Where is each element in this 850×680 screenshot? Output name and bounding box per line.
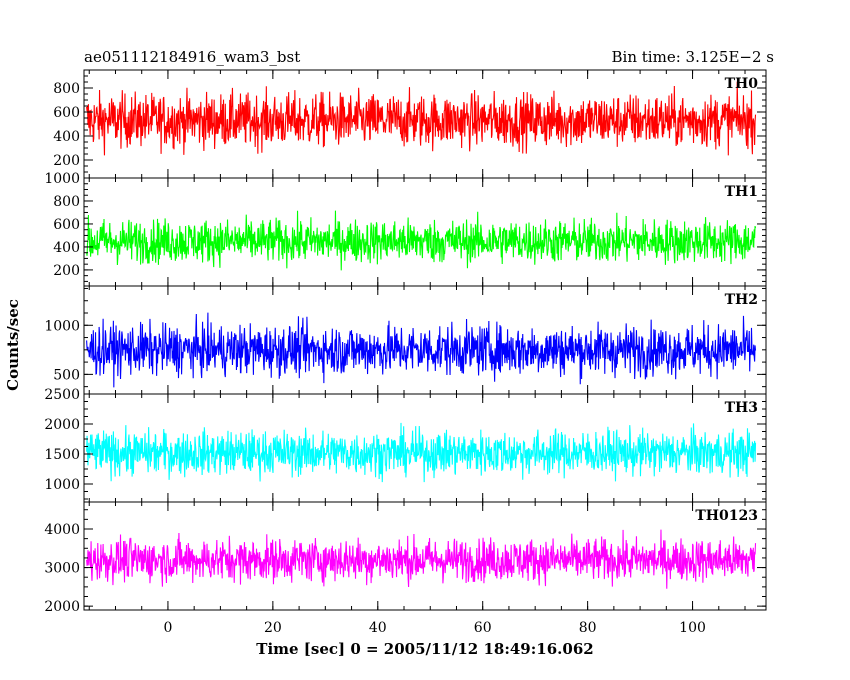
y-axis-label: Counts/sec xyxy=(4,299,22,391)
x-tick-label: 100 xyxy=(679,620,706,636)
panel-label-th1: TH1 xyxy=(725,184,758,200)
y-tick-label: 600 xyxy=(53,217,80,233)
series-line-th3 xyxy=(86,422,757,483)
panels-group: 200 400 600 800 TH0 200 400 600 800 1000 TH1 500 100… xyxy=(44,69,767,615)
panel-label-th2: TH2 xyxy=(725,292,758,308)
y-tick-label: 200 xyxy=(53,263,80,279)
y-tick-label: 1500 xyxy=(44,447,80,463)
x-tick-label: 80 xyxy=(579,620,597,636)
y-tick-label: 800 xyxy=(53,81,80,97)
panel-th0123: 2000 3000 4000 TH0123 xyxy=(44,501,767,615)
panel-label-th3: TH3 xyxy=(725,400,758,416)
series-line-th0 xyxy=(86,81,757,156)
panel-frame xyxy=(83,501,767,611)
y-tick-label: 2000 xyxy=(44,417,80,433)
series-line-th0123 xyxy=(86,529,757,589)
y-tick-label: 4000 xyxy=(44,522,80,538)
chart-title-right: Bin time: 3.125E−2 s xyxy=(612,48,774,66)
y-tick-label: 200 xyxy=(53,153,80,169)
y-tick-label: 1000 xyxy=(44,318,80,334)
x-axis-label: Time [sec] 0 = 2005/11/12 18:49:16.062 xyxy=(256,640,593,658)
x-tick-label: 40 xyxy=(369,620,387,636)
y-tick-label: 400 xyxy=(53,240,80,256)
y-tick-label: 500 xyxy=(53,367,80,383)
panel-th1: 200 400 600 800 1000 TH1 xyxy=(44,171,767,287)
panel-label-th0: TH0 xyxy=(725,76,759,92)
x-tick-label: 0 xyxy=(163,620,172,636)
y-tick-label: 600 xyxy=(53,105,80,121)
x-axis: 0 20 40 60 80 100 xyxy=(163,620,705,636)
y-tick-label: 2500 xyxy=(44,387,80,403)
panel-label-th0123: TH0123 xyxy=(695,508,758,524)
series-line-th1 xyxy=(86,210,757,271)
y-tick-label: 1000 xyxy=(44,477,80,493)
y-tick-label: 400 xyxy=(53,129,80,145)
series-line-th2 xyxy=(86,312,757,388)
y-tick-label: 2000 xyxy=(44,599,80,615)
x-tick-label: 20 xyxy=(264,620,282,636)
y-tick-label: 3000 xyxy=(44,561,80,577)
y-tick-label: 1000 xyxy=(44,171,80,187)
panel-th0: 200 400 600 800 TH0 xyxy=(53,69,767,179)
chart-title-left: ae051112184916_wam3_bst xyxy=(84,48,300,66)
panel-th3: 1000 1500 2000 2500 TH3 xyxy=(44,387,767,503)
panel-th2: 500 1000 TH2 xyxy=(44,285,767,395)
x-tick-label: 60 xyxy=(474,620,492,636)
y-tick-label: 800 xyxy=(53,194,80,210)
